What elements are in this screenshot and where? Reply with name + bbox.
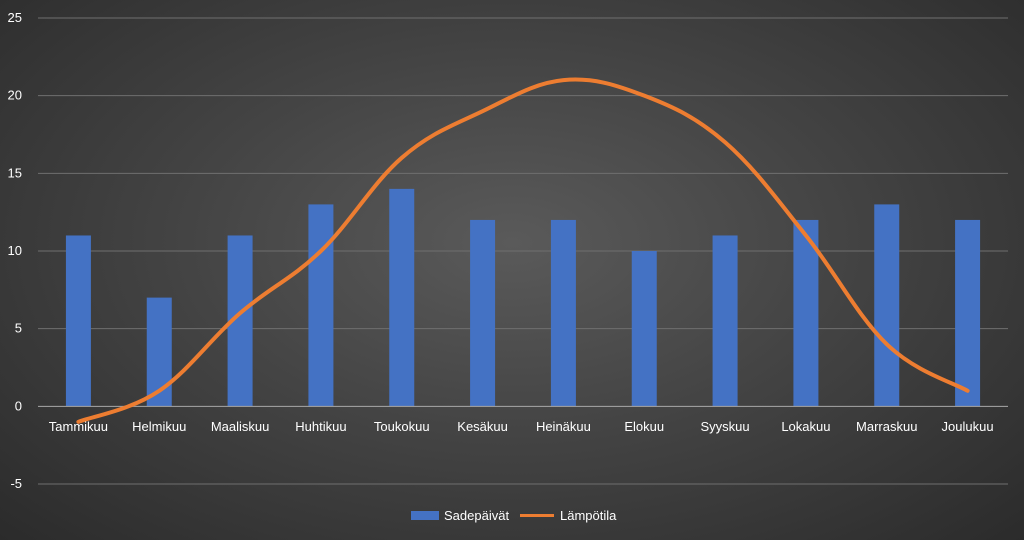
y-tick-label: -5 [10, 476, 22, 491]
y-tick-label: 25 [8, 10, 22, 25]
legend-label-line: Lämpötila [560, 508, 617, 523]
y-tick-label: 0 [15, 398, 22, 413]
gridlines [38, 17, 1008, 485]
x-tick-label: Syyskuu [701, 419, 750, 434]
line-series-lampotila [76, 77, 970, 424]
x-tick-label: Kesäkuu [457, 419, 508, 434]
y-tick-label: 10 [8, 243, 22, 258]
x-tick-label: Huhtikuu [295, 419, 346, 434]
bar [793, 219, 819, 407]
legend-label-bar: Sadepäivät [444, 508, 509, 523]
bar [874, 204, 900, 407]
bar-series-sadepaivat [65, 188, 981, 407]
x-tick-label: Tammikuu [49, 419, 108, 434]
x-tick-label: Elokuu [624, 419, 664, 434]
bar [712, 235, 738, 407]
x-tick-label: Marraskuu [856, 419, 917, 434]
temperature-line [76, 77, 970, 424]
bar [550, 219, 576, 407]
x-tick-label: Joulukuu [942, 419, 994, 434]
x-tick-label: Lokakuu [781, 419, 830, 434]
y-tick-label: 15 [8, 165, 22, 180]
bar [470, 219, 496, 407]
x-tick-label: Helmikuu [132, 419, 186, 434]
y-tick-label: 20 [8, 88, 22, 103]
bar [146, 297, 172, 407]
x-tick-label: Heinäkuu [536, 419, 591, 434]
x-tick-label: Toukokuu [374, 419, 430, 434]
x-tick-label: Maaliskuu [211, 419, 270, 434]
bar [65, 235, 91, 407]
x-axis-ticks: Tammikuu Helmikuu Maaliskuu Huhtikuu Toukoku… [49, 419, 994, 434]
legend: Sadepäivät Lämpötila [411, 508, 617, 523]
legend-swatch-bar [411, 511, 439, 520]
bar [631, 251, 657, 407]
bar [308, 204, 334, 407]
y-axis-ticks: -5 0 5 10 15 20 25 [8, 10, 22, 491]
y-tick-label: 5 [15, 321, 22, 336]
bar [389, 188, 415, 407]
bar [955, 219, 981, 407]
